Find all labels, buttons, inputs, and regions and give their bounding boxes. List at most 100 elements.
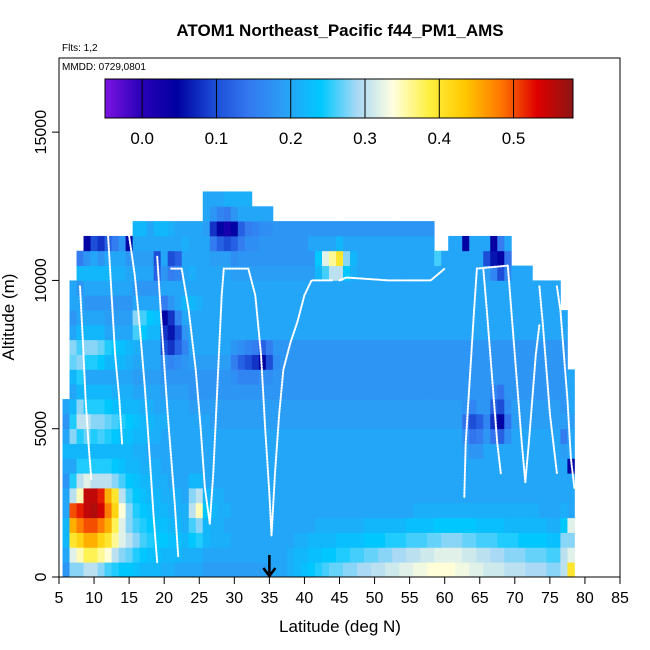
heatmap-cell <box>406 354 414 370</box>
heatmap-cell <box>118 562 127 577</box>
heatmap-cell <box>202 265 211 281</box>
heatmap-cell <box>90 488 98 504</box>
heatmap-cell <box>434 502 442 519</box>
heatmap-cell <box>265 324 274 341</box>
heatmap-cell <box>504 517 512 533</box>
heatmap-cell <box>476 517 484 533</box>
heatmap-cell <box>392 517 400 533</box>
heatmap-cell <box>265 428 274 444</box>
heatmap-cell <box>181 265 190 281</box>
heatmap-cell <box>258 428 267 444</box>
heatmap-cell <box>448 265 456 281</box>
heatmap-cell <box>350 339 358 355</box>
heatmap-cell <box>146 428 155 444</box>
heatmap-cell <box>188 428 197 444</box>
heatmap-cell <box>90 532 98 548</box>
heatmap-cell <box>286 324 295 341</box>
heatmap-cell <box>328 221 337 237</box>
heatmap-cell <box>448 547 456 563</box>
heatmap-cell <box>321 562 330 577</box>
heatmap-cell <box>462 384 470 400</box>
x-tick-label: 65 <box>471 590 489 607</box>
flight-track-line <box>463 264 509 498</box>
heatmap-cell <box>350 235 358 252</box>
colorbar-gradient <box>104 78 574 119</box>
heatmap-cell <box>223 206 232 222</box>
heatmap-cell <box>160 458 169 474</box>
heatmap-cell <box>427 235 435 252</box>
heatmap-cell <box>328 562 337 577</box>
heatmap-cell <box>258 517 267 533</box>
heatmap-cell <box>455 295 463 311</box>
heatmap-cell <box>406 413 414 430</box>
heatmap-cell <box>413 502 421 519</box>
heatmap-cell <box>511 532 519 548</box>
heatmap-cell <box>146 324 155 341</box>
heatmap-cell <box>314 562 323 577</box>
heatmap-cell <box>335 473 344 489</box>
heatmap-cell <box>223 532 232 548</box>
heatmap-cell <box>97 547 105 563</box>
heatmap-cell <box>237 562 246 577</box>
heatmap-cell <box>511 369 519 385</box>
heatmap-cell <box>420 547 428 563</box>
heatmap-cell <box>476 547 484 563</box>
heatmap-cell <box>504 324 512 341</box>
heatmap-cell <box>146 413 155 430</box>
heatmap-cell <box>357 280 365 296</box>
heatmap-cell <box>399 517 407 533</box>
heatmap-cell <box>202 280 211 296</box>
heatmap-cell <box>546 532 554 548</box>
heatmap-cell <box>272 221 281 237</box>
heatmap-cell <box>251 324 260 341</box>
heatmap-cell <box>167 502 176 519</box>
heatmap-cell <box>272 295 281 311</box>
heatmap-cell <box>104 517 112 533</box>
heatmap-cell <box>469 458 477 474</box>
heatmap-cell <box>62 517 70 533</box>
heatmap-cell <box>328 324 337 341</box>
heatmap-cell <box>251 399 260 415</box>
flight-track-line <box>482 267 502 475</box>
heatmap-cell <box>160 473 169 489</box>
heatmap-cell <box>181 413 190 430</box>
heatmap-cell <box>483 488 491 504</box>
heatmap-cell <box>293 295 302 311</box>
heatmap-cell <box>97 339 105 355</box>
heatmap-cell <box>132 547 141 563</box>
heatmap-cell <box>378 295 386 311</box>
heatmap-cell <box>335 428 344 444</box>
heatmap-cell <box>357 369 365 385</box>
heatmap-cell <box>286 369 295 385</box>
heatmap-cell <box>209 384 218 400</box>
heatmap-cell <box>83 369 91 385</box>
heatmap-cell <box>350 354 358 370</box>
heatmap-cell <box>314 221 323 237</box>
heatmap-cell <box>188 235 197 252</box>
heatmap-cell <box>195 502 204 519</box>
heatmap-cell <box>532 310 540 326</box>
heatmap-cell <box>265 532 274 548</box>
heatmap-cell <box>118 517 127 533</box>
heatmap-cell <box>343 547 351 563</box>
heatmap-cell <box>223 324 232 341</box>
heatmap-cell <box>385 280 393 296</box>
heatmap-cell <box>76 443 84 459</box>
heatmap-cell <box>321 235 330 252</box>
heatmap-cell <box>307 354 316 370</box>
heatmap-cell <box>279 547 288 563</box>
heatmap-cell <box>385 250 393 266</box>
heatmap-cell <box>385 324 393 341</box>
heatmap-cell <box>539 443 547 459</box>
heatmap-cell <box>181 443 190 459</box>
heatmap-cell <box>76 250 84 266</box>
heatmap-cell <box>525 280 533 296</box>
heatmap-cell <box>104 384 112 400</box>
heatmap-cell <box>371 547 379 563</box>
heatmap-cell <box>300 295 309 311</box>
heatmap-cell <box>462 547 470 563</box>
heatmap-cell <box>160 502 169 519</box>
heatmap-cell <box>357 458 365 474</box>
heatmap-cell <box>413 235 421 252</box>
heatmap-cell <box>76 517 84 533</box>
